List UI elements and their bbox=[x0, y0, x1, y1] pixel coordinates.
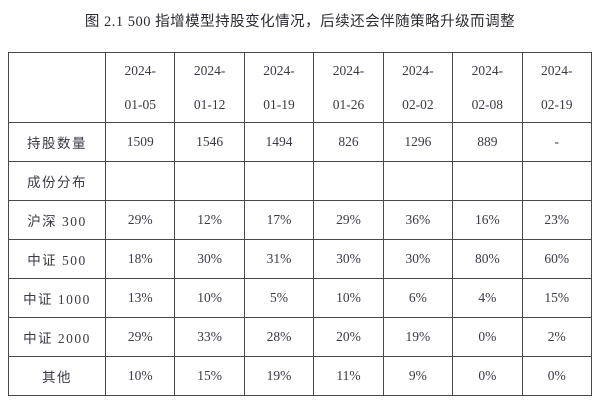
date-monthday: 02-08 bbox=[471, 97, 504, 112]
table-cell: 10% bbox=[174, 278, 245, 318]
table-cell: 16% bbox=[452, 200, 523, 240]
column-header: 2024- 02-19 bbox=[521, 52, 593, 123]
column-header: 2024- 01-26 bbox=[313, 52, 384, 123]
table-cell bbox=[382, 161, 454, 201]
table-row-other: 其他 10% 15% 19% 11% 9% 0% 0% bbox=[8, 356, 593, 396]
table-cell: 28% bbox=[243, 317, 315, 357]
table-cell bbox=[521, 161, 593, 201]
date-monthday: 02-02 bbox=[402, 97, 434, 112]
table-cell: 30% bbox=[174, 239, 245, 279]
table-row-csi2000: 中证 2000 29% 33% 28% 20% 19% 0% 2% bbox=[8, 317, 593, 357]
table-cell: 4% bbox=[452, 278, 523, 318]
table-cell: 6% bbox=[382, 278, 454, 318]
table-cell: 80% bbox=[452, 239, 523, 279]
table-cell: 12% bbox=[174, 200, 245, 240]
table-cell: 17% bbox=[243, 200, 315, 240]
row-label: 中证 500 bbox=[8, 239, 106, 279]
date-monthday: 01-05 bbox=[124, 97, 156, 112]
table-cell: 826 bbox=[313, 122, 384, 162]
table-cell: 2% bbox=[521, 317, 593, 357]
table-row-holdings-count: 持股数量 1509 1546 1494 826 1296 889 - bbox=[8, 122, 593, 162]
table-row-csi500: 中证 500 18% 30% 31% 30% 30% 80% 60% bbox=[8, 239, 593, 279]
table-cell: 13% bbox=[104, 278, 176, 318]
date-monthday: 01-12 bbox=[193, 97, 226, 112]
date-year: 2024- bbox=[402, 63, 434, 78]
table-cell: 23% bbox=[521, 200, 593, 240]
date-year: 2024- bbox=[263, 63, 295, 78]
table-cell: 29% bbox=[104, 317, 176, 357]
row-label: 中证 2000 bbox=[8, 317, 106, 357]
date-year: 2024- bbox=[124, 63, 156, 78]
table-cell: 19% bbox=[243, 356, 315, 396]
row-label: 沪深 300 bbox=[8, 200, 106, 240]
date-monthday: 01-19 bbox=[263, 97, 295, 112]
date-year: 2024- bbox=[471, 63, 504, 78]
corner-cell bbox=[8, 52, 106, 123]
table-row-hs300: 沪深 300 29% 12% 17% 29% 36% 16% 23% bbox=[8, 200, 593, 240]
table-cell: 30% bbox=[382, 239, 454, 279]
table-cell: 60% bbox=[521, 239, 593, 279]
row-label: 其他 bbox=[8, 356, 106, 396]
table-cell: 1546 bbox=[174, 122, 245, 162]
table-cell bbox=[243, 161, 315, 201]
row-label: 成份分布 bbox=[8, 161, 106, 201]
table-cell: 19% bbox=[382, 317, 454, 357]
column-header: 2024- 01-12 bbox=[174, 52, 245, 123]
table-cell: 5% bbox=[243, 278, 315, 318]
row-label: 中证 1000 bbox=[8, 278, 106, 318]
row-label: 持股数量 bbox=[8, 122, 106, 162]
column-header: 2024- 01-19 bbox=[243, 52, 315, 123]
table-row-csi1000: 中证 1000 13% 10% 5% 10% 6% 4% 15% bbox=[8, 278, 593, 318]
date-year: 2024- bbox=[332, 63, 365, 78]
table-header-row: 2024- 01-05 2024- 01-12 2024- 01-19 2024… bbox=[8, 52, 593, 123]
table-row-component-distribution: 成份分布 bbox=[8, 161, 593, 201]
table-cell: 30% bbox=[313, 239, 384, 279]
column-header: 2024- 02-02 bbox=[382, 52, 454, 123]
column-header: 2024- 01-05 bbox=[104, 52, 176, 123]
table-cell: 1509 bbox=[104, 122, 176, 162]
table-cell bbox=[104, 161, 176, 201]
table-cell: 11% bbox=[313, 356, 384, 396]
column-header: 2024- 02-08 bbox=[452, 52, 523, 123]
date-year: 2024- bbox=[193, 63, 226, 78]
table-cell bbox=[452, 161, 523, 201]
table-cell bbox=[313, 161, 384, 201]
table-cell: 0% bbox=[452, 317, 523, 357]
table-cell: 0% bbox=[452, 356, 523, 396]
table-cell: 31% bbox=[243, 239, 315, 279]
table-cell: - bbox=[521, 122, 593, 162]
table-cell: 36% bbox=[382, 200, 454, 240]
figure-caption: 图 2.1 500 指增模型持股变化情况，后续还会伴随策略升级而调整 bbox=[84, 14, 516, 30]
holdings-table: 2024- 01-05 2024- 01-12 2024- 01-19 2024… bbox=[8, 52, 593, 396]
table-cell: 29% bbox=[104, 200, 176, 240]
date-monthday: 02-19 bbox=[541, 97, 573, 112]
table-cell: 33% bbox=[174, 317, 245, 357]
table-cell bbox=[174, 161, 245, 201]
table-cell: 15% bbox=[521, 278, 593, 318]
table-cell: 20% bbox=[313, 317, 384, 357]
table-cell: 1494 bbox=[243, 122, 315, 162]
table-cell: 10% bbox=[104, 356, 176, 396]
table-cell: 889 bbox=[452, 122, 523, 162]
table-cell: 0% bbox=[521, 356, 593, 396]
date-year: 2024- bbox=[541, 63, 573, 78]
table-cell: 18% bbox=[104, 239, 176, 279]
table-cell: 29% bbox=[313, 200, 384, 240]
table-cell: 15% bbox=[174, 356, 245, 396]
table-cell: 10% bbox=[313, 278, 384, 318]
table-cell: 1296 bbox=[382, 122, 454, 162]
table-cell: 9% bbox=[382, 356, 454, 396]
date-monthday: 01-26 bbox=[332, 97, 365, 112]
